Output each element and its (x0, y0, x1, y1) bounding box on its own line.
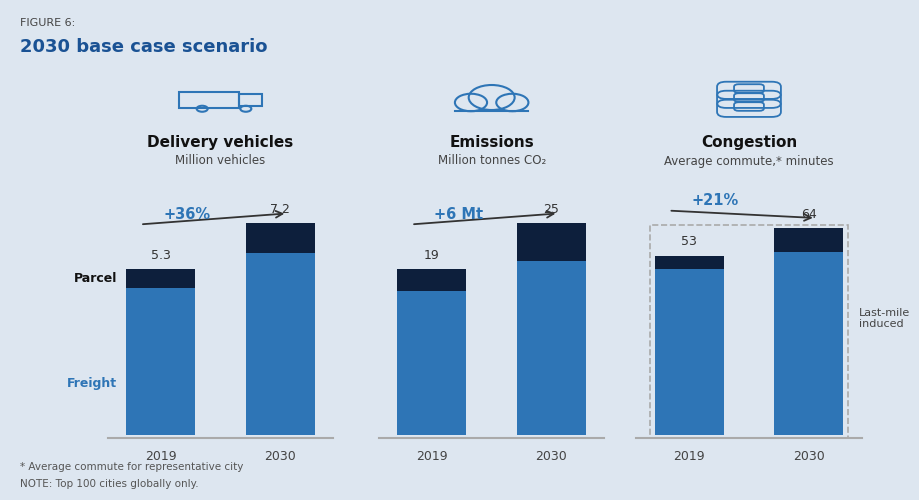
Text: 2030: 2030 (793, 450, 824, 463)
Bar (774, 252, 843, 435)
Text: NOTE: Top 100 cities globally only.: NOTE: Top 100 cities globally only. (20, 479, 199, 489)
Bar (126, 270, 195, 288)
Bar (246, 253, 315, 435)
Text: +36%: +36% (164, 207, 210, 222)
Text: 19: 19 (424, 249, 440, 262)
Text: 53: 53 (681, 235, 698, 248)
Text: 2019: 2019 (674, 450, 705, 463)
Bar (246, 224, 315, 253)
Bar (516, 262, 586, 435)
Text: Freight: Freight (67, 377, 117, 390)
Bar (398, 292, 467, 435)
Text: 5.3: 5.3 (151, 249, 171, 262)
Text: * Average commute for representative city: * Average commute for representative cit… (20, 462, 244, 472)
Bar (651, 226, 847, 438)
Text: 25: 25 (543, 203, 560, 216)
Bar (179, 92, 239, 108)
Bar (239, 94, 262, 106)
Text: 2030: 2030 (536, 450, 567, 463)
Text: Million vehicles: Million vehicles (176, 154, 266, 168)
Bar (398, 270, 467, 291)
Bar (126, 288, 195, 435)
Text: FIGURE 6:: FIGURE 6: (20, 18, 75, 28)
Text: Delivery vehicles: Delivery vehicles (147, 135, 294, 150)
Bar (654, 269, 724, 435)
Text: +21%: +21% (692, 193, 739, 208)
Text: +6 Mt: +6 Mt (435, 207, 483, 222)
Text: Emissions: Emissions (449, 135, 534, 150)
Text: 2019: 2019 (416, 450, 448, 463)
Text: 2019: 2019 (145, 450, 176, 463)
Text: 2030 base case scenario: 2030 base case scenario (20, 38, 267, 56)
Text: 7.2: 7.2 (270, 203, 290, 216)
Bar (654, 256, 724, 269)
Text: Last-mile
induced: Last-mile induced (858, 308, 910, 329)
Text: Congestion: Congestion (701, 135, 797, 150)
Text: Million tonnes CO₂: Million tonnes CO₂ (437, 154, 546, 168)
Text: Parcel: Parcel (74, 272, 117, 285)
Text: Average commute,* minutes: Average commute,* minutes (664, 154, 834, 168)
Bar (774, 228, 843, 252)
Text: 2030: 2030 (265, 450, 296, 463)
Text: 64: 64 (800, 208, 817, 220)
Bar (516, 224, 586, 262)
